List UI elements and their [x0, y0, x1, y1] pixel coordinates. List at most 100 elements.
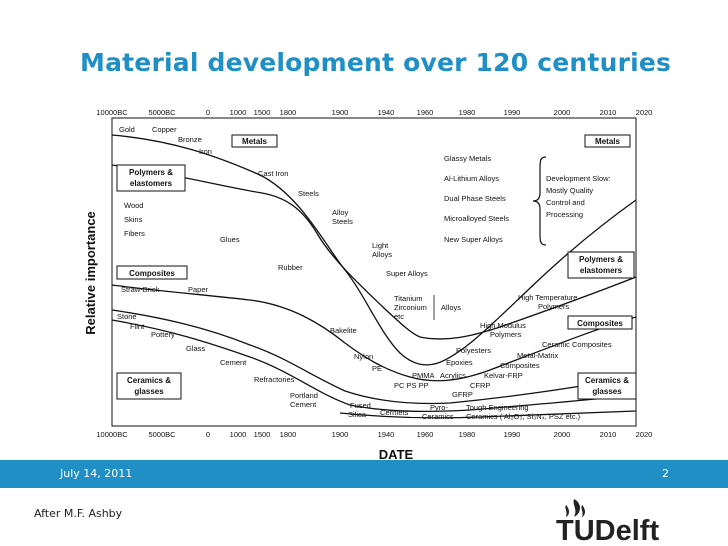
label-polyesters: Polyesters [456, 346, 491, 355]
label-gfrp: GFRP [452, 390, 473, 399]
label-new-super-alloys: New Super Alloys [444, 235, 503, 244]
label-stone: Stone [117, 312, 137, 321]
label-epoxies: Epoxies [446, 358, 473, 367]
composites-curve [111, 284, 637, 382]
footer-date: July 14, 2011 [60, 467, 133, 480]
date-tick: 1940 [378, 108, 395, 117]
label-wood: Wood [124, 201, 143, 210]
date-tick: 2010 [600, 430, 617, 439]
flame-icon [565, 499, 585, 517]
date-tick: 1900 [332, 430, 349, 439]
page-number: 2 [662, 467, 669, 480]
x-axis-label: DATE [379, 447, 414, 462]
label-gold: Gold [119, 125, 135, 134]
box-ceramics-right-1: Ceramics & [585, 376, 629, 385]
box-ceramics-left-2: glasses [134, 387, 164, 396]
bracket [532, 156, 547, 246]
date-tick: 1500 [254, 430, 271, 439]
label-portland-2: Cement [290, 400, 317, 409]
date-tick: 1990 [504, 430, 521, 439]
label-pe: PE [372, 364, 382, 373]
label-al-lithium: Al-Lithium Alloys [444, 174, 499, 183]
label-bakelite: Bakelite [330, 326, 357, 335]
label-zirconium: Zirconium [394, 303, 427, 312]
label-bronze: Bronze [178, 135, 202, 144]
label-alloys: Alloys [441, 303, 461, 312]
date-tick: 5000BC [148, 108, 176, 117]
label-hm-polymers: Polymers [490, 330, 522, 339]
label-nylon: Nylon [354, 352, 373, 361]
date-tick: 1980 [459, 430, 476, 439]
label-pmma: PMMA [412, 371, 435, 380]
label-light-alloys-1: Light [372, 241, 389, 250]
date-tick: 1800 [280, 430, 297, 439]
date-tick: 1800 [280, 108, 297, 117]
credit-text: After M.F. Ashby [34, 507, 123, 520]
date-tick: 2020 [636, 108, 653, 117]
label-ht-polymers: Polymers [538, 302, 570, 311]
box-ceramics-left-1: Ceramics & [127, 376, 171, 385]
date-tick: 1980 [459, 108, 476, 117]
label-fused-2: Silica [348, 410, 367, 419]
label-cast-iron: Cast Iron [258, 169, 288, 178]
label-microalloyed: Microalloyed Steels [444, 214, 509, 223]
label-copper: Copper [152, 125, 177, 134]
label-paper: Paper [188, 285, 209, 294]
date-tick: 1500 [254, 108, 271, 117]
material-labels: Gold Copper Bronze Iron Cast Iron Steels… [117, 125, 612, 421]
label-pottery: Pottery [151, 330, 175, 339]
date-tick: 1960 [417, 430, 434, 439]
box-polymers-left-2: elastomers [130, 179, 173, 188]
ceramics-low-curve [111, 319, 637, 413]
label-portland-1: Portland [290, 391, 318, 400]
polymers-curve [111, 164, 421, 338]
y-axis-label: Relative importance [83, 211, 98, 335]
date-tick: 1990 [504, 108, 521, 117]
label-glassy-metals: Glassy Metals [444, 154, 491, 163]
label-skins: Skins [124, 215, 143, 224]
label-glues: Glues [220, 235, 240, 244]
date-tick: 10000BC [96, 108, 128, 117]
top-date-ticks: 10000BC 5000BC 0 1000 1500 1800 1900 194… [96, 108, 652, 117]
label-control-and: Control and [546, 198, 585, 207]
date-tick: 2020 [636, 430, 653, 439]
label-fused-1: Fused [350, 401, 371, 410]
date-tick: 0 [206, 430, 210, 439]
metals-curve [111, 134, 637, 366]
box-metals-left: Metals [242, 137, 267, 146]
label-titanium: Titanium [394, 294, 422, 303]
box-ceramics-right-2: glasses [592, 387, 622, 396]
label-pc-ps-pp: PC PS PP [394, 381, 429, 390]
label-flint: Flint [130, 322, 145, 331]
date-tick: 5000BC [148, 430, 176, 439]
label-steels: Steels [298, 189, 319, 198]
label-alloy-steels-1: Alloy [332, 208, 349, 217]
label-tough-eng-1: Tough Engineering [466, 403, 529, 412]
logo-text: TUDelft [556, 515, 659, 543]
label-straw-brick: Straw-Brick [121, 285, 160, 294]
date-tick: 1000 [230, 108, 247, 117]
box-metals-right: Metals [595, 137, 620, 146]
date-tick: 2000 [554, 108, 571, 117]
label-pyro-1: Pyro- [430, 403, 448, 412]
date-tick: 1940 [378, 430, 395, 439]
label-pyro-2: Ceramics [422, 412, 454, 421]
ceramics-curve [111, 309, 637, 405]
label-metal-matrix: Metal-Matrix [517, 351, 559, 360]
label-fibers: Fibers [124, 229, 145, 238]
footer-bar [0, 460, 728, 488]
label-mostly-quality: Mostly Quality [546, 186, 593, 195]
label-refractories: Refractories [254, 375, 295, 384]
label-alloy-steels-2: Steels [332, 217, 353, 226]
label-acrylics: Acrylics [440, 371, 466, 380]
label-iron: Iron [199, 147, 212, 156]
box-composites-left: Composites [129, 269, 175, 278]
plot-frame [111, 117, 637, 427]
tudelft-logo: TUDelft [556, 499, 659, 543]
label-ceramic-composites: Ceramic Composites [542, 340, 612, 349]
bottom-curve [339, 410, 637, 419]
box-polymers-right-2: elastomers [580, 266, 623, 275]
bottom-date-ticks: 10000BC 5000BC 0 1000 1500 1800 1900 194… [96, 430, 652, 439]
box-composites-right: Composites [577, 319, 623, 328]
label-rubber: Rubber [278, 263, 303, 272]
